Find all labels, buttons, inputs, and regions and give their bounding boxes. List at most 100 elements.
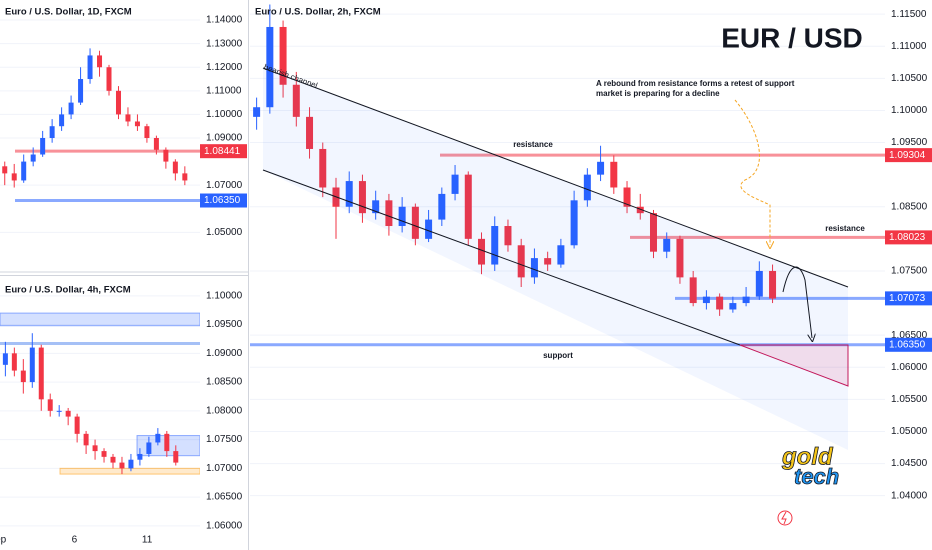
- y-tick-label: 1.09000: [206, 348, 243, 359]
- candle-body: [544, 258, 552, 265]
- chart-panel: [0, 19, 200, 233]
- zone: [0, 312, 200, 327]
- candle-body: [11, 173, 17, 181]
- chart-panel: [0, 295, 200, 527]
- candle-body: [47, 399, 53, 411]
- y-tick-label: 1.14000: [206, 15, 243, 26]
- candle-body: [101, 451, 107, 457]
- candle-body: [29, 347, 35, 383]
- level-tag: [885, 337, 932, 352]
- level-label: 1.07073: [889, 293, 926, 304]
- candle-body: [358, 181, 366, 214]
- candle-body: [345, 181, 353, 207]
- candle-body: [266, 26, 274, 108]
- y-tick-label: 1.08500: [891, 201, 928, 212]
- candle-body: [689, 277, 697, 304]
- y-tick-label: 1.11000: [891, 41, 927, 52]
- candle-body: [491, 226, 499, 265]
- candle-body: [716, 296, 724, 310]
- y-tick-label: 1.04000: [891, 490, 928, 501]
- logo-text: tech: [794, 464, 839, 489]
- candle-body: [623, 187, 631, 207]
- target-triangle: [739, 344, 849, 387]
- candle-body: [583, 174, 591, 201]
- annotation: resistance: [825, 224, 865, 233]
- candle-body: [153, 137, 159, 150]
- candle-body: [729, 303, 737, 310]
- y-tick-label: 1.08500: [206, 377, 243, 388]
- y-tick-label: 1.07500: [206, 434, 243, 445]
- channel-fill: [263, 68, 848, 450]
- candle-body: [570, 200, 578, 246]
- y-tick-label: 1.07000: [206, 463, 243, 474]
- candle-body: [97, 55, 103, 68]
- level-label: 1.06350: [204, 195, 241, 206]
- candle-body: [279, 26, 287, 85]
- y-tick-label: 1.07500: [891, 266, 928, 277]
- level-label: 1.09304: [889, 150, 926, 161]
- y-tick-label: 1.13000: [206, 38, 243, 49]
- candle-body: [478, 238, 486, 265]
- y-tick-label: 1.08000: [206, 405, 243, 416]
- y-tick-label: 1.10000: [206, 290, 243, 301]
- level-tag: [200, 193, 247, 208]
- y-tick-label: 1.06500: [206, 492, 243, 503]
- candle-body: [610, 161, 618, 188]
- x-tick-label: 11: [142, 535, 153, 546]
- level-tag: [885, 148, 932, 163]
- candle-body: [385, 200, 393, 227]
- y-tick-label: 1.09000: [206, 133, 243, 144]
- candle-body: [172, 161, 178, 174]
- symbol-title: EUR / USD: [721, 22, 863, 53]
- candle-body: [2, 353, 8, 365]
- candle-body: [425, 219, 433, 239]
- candle-body: [21, 161, 27, 181]
- orange-arrow: [734, 99, 770, 245]
- y-tick-label: 1.10000: [206, 109, 243, 120]
- candle-body: [164, 433, 170, 452]
- y-tick-label: 1.11000: [206, 85, 242, 96]
- candle-body: [769, 270, 777, 299]
- candle-body: [398, 206, 406, 227]
- candle-body: [59, 114, 65, 127]
- chart-panel: [250, 4, 885, 497]
- candle-body: [292, 84, 300, 117]
- candle-body: [155, 433, 161, 443]
- chart-title: Euro / U.S. Dollar, 2h, FXCM: [255, 7, 381, 18]
- y-tick-label: 1.07000: [206, 180, 243, 191]
- candle-body: [38, 347, 44, 400]
- candle-body: [372, 200, 380, 214]
- y-tick-label: 1.09500: [891, 137, 928, 148]
- level-label: 1.08023: [889, 232, 926, 243]
- candle-body: [56, 410, 62, 412]
- candle-body: [451, 174, 459, 194]
- x-tick-label: 6: [72, 535, 78, 546]
- candle-body: [755, 270, 763, 297]
- candle-body: [40, 137, 46, 155]
- candle-body: [68, 102, 74, 115]
- candle-body: [649, 213, 657, 252]
- candle-body: [504, 226, 512, 246]
- candle-body: [110, 456, 116, 463]
- candle-body: [663, 238, 671, 252]
- x-tick-label: Sep: [0, 535, 7, 546]
- level-tag: [885, 291, 932, 306]
- y-tick-label: 1.10000: [891, 105, 928, 116]
- y-tick-label: 1.05000: [206, 227, 243, 238]
- channel-upper: [262, 67, 849, 288]
- level-label: 1.06350: [889, 339, 926, 350]
- candle-body: [182, 173, 188, 181]
- candle-body: [78, 79, 84, 103]
- candle-body: [146, 442, 152, 454]
- y-tick-label: 1.09500: [206, 319, 243, 330]
- candle-body: [20, 370, 26, 383]
- annotation: A rebound from resistance forms a retest…: [596, 79, 795, 88]
- candle-body: [87, 55, 93, 80]
- candle-body: [557, 245, 565, 265]
- candle-body: [92, 445, 98, 452]
- candle-body: [319, 148, 327, 188]
- candle-body: [137, 453, 143, 460]
- candle-body: [742, 296, 750, 304]
- alert-icon[interactable]: [777, 510, 793, 526]
